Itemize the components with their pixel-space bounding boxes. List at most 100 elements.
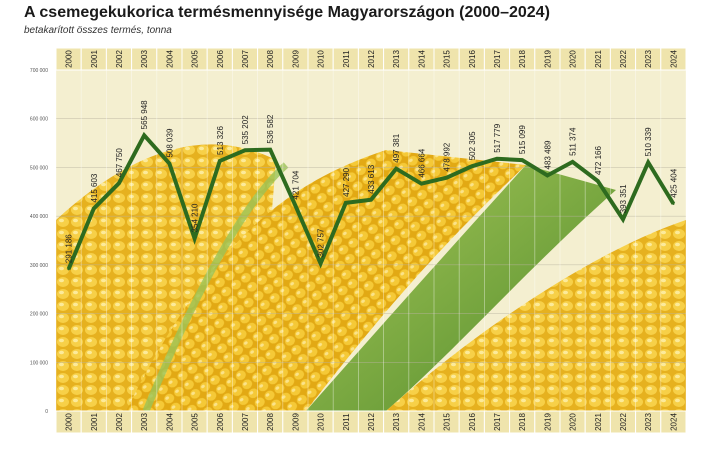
data-label: 536 582 bbox=[266, 114, 275, 143]
y-tick-label: 700 000 bbox=[30, 68, 48, 74]
year-cell-bottom bbox=[660, 410, 687, 434]
year-label-top: 2001 bbox=[90, 50, 99, 68]
year-label-bottom: 2013 bbox=[392, 413, 401, 431]
data-label: 497 381 bbox=[392, 133, 401, 162]
year-label-bottom: 2007 bbox=[241, 413, 250, 431]
data-label: 421 704 bbox=[291, 170, 300, 199]
year-label-top: 2013 bbox=[392, 50, 401, 68]
bottom-year-band: 2000 2001 2002 2003 2004 2005 2006 2007 2008 2009… bbox=[55, 410, 687, 434]
year-label-bottom: 2010 bbox=[317, 413, 326, 431]
year-label-top: 2006 bbox=[216, 50, 225, 68]
y-axis: 0 100 000 200 000 300 000 400 000 500 000 600 … bbox=[30, 68, 48, 415]
y-tick-label: 600 000 bbox=[30, 117, 48, 123]
year-label-bottom: 2016 bbox=[468, 413, 477, 431]
data-label: 467 750 bbox=[115, 148, 124, 177]
data-label: 291 186 bbox=[65, 234, 74, 263]
year-label-top: 2004 bbox=[165, 50, 174, 68]
year-label-top: 2015 bbox=[443, 50, 452, 68]
year-label-top: 2018 bbox=[518, 50, 527, 68]
year-label-top: 2021 bbox=[594, 50, 603, 68]
year-label-top: 2017 bbox=[493, 50, 502, 68]
top-year-band: 2000 2001 2002 2003 2004 2005 2006 2007 2008 2009… bbox=[55, 47, 687, 71]
data-point bbox=[445, 176, 448, 179]
year-label-top: 2007 bbox=[241, 50, 250, 68]
data-point bbox=[647, 161, 650, 164]
data-label: 425 404 bbox=[669, 168, 678, 197]
year-label-top: 2003 bbox=[140, 50, 149, 68]
y-tick-label: 400 000 bbox=[30, 214, 48, 220]
corn-leaf-edge bbox=[142, 162, 289, 411]
data-point bbox=[294, 204, 297, 207]
year-label-top: 2024 bbox=[669, 50, 678, 68]
year-label-bottom: 2008 bbox=[266, 413, 275, 431]
year-label-top: 2014 bbox=[417, 50, 426, 68]
data-label: 535 202 bbox=[241, 115, 250, 144]
data-point bbox=[420, 182, 423, 185]
y-tick-label: 500 000 bbox=[30, 165, 48, 171]
data-label: 478 992 bbox=[443, 142, 452, 171]
year-label-bottom: 2018 bbox=[518, 413, 527, 431]
year-label-bottom: 2009 bbox=[291, 413, 300, 431]
year-label-top: 2016 bbox=[468, 50, 477, 68]
year-label-bottom: 2000 bbox=[65, 413, 74, 431]
y-tick-label: 0 bbox=[45, 409, 48, 415]
y-tick-label: 200 000 bbox=[30, 312, 48, 318]
data-point bbox=[546, 174, 549, 177]
year-label-top: 2020 bbox=[569, 50, 578, 68]
data-point bbox=[193, 237, 196, 240]
data-point bbox=[143, 134, 146, 137]
data-point bbox=[672, 202, 675, 205]
year-label-bottom: 2022 bbox=[619, 413, 628, 431]
year-label-top: 2010 bbox=[317, 50, 326, 68]
corn-cob-right bbox=[386, 220, 686, 411]
year-label-top: 2005 bbox=[191, 50, 200, 68]
year-label-bottom: 2002 bbox=[115, 413, 124, 431]
data-label: 354 210 bbox=[191, 203, 200, 232]
data-label: 502 305 bbox=[468, 131, 477, 160]
year-label-top: 2023 bbox=[644, 50, 653, 68]
data-point bbox=[344, 201, 347, 205]
corn-husk bbox=[306, 165, 616, 411]
y-tick-label: 100 000 bbox=[30, 360, 48, 366]
year-label-top: 2000 bbox=[65, 50, 74, 68]
data-label: 415 603 bbox=[90, 173, 99, 202]
data-point bbox=[319, 262, 322, 265]
year-label-bottom: 2024 bbox=[669, 413, 678, 431]
year-label-bottom: 2015 bbox=[443, 413, 452, 431]
corn-cob-center bbox=[126, 150, 526, 411]
data-point bbox=[596, 179, 599, 183]
data-label: 472 166 bbox=[594, 146, 603, 175]
year-label-top: 2022 bbox=[619, 50, 628, 68]
data-point bbox=[571, 160, 574, 164]
data-label: 513 326 bbox=[216, 125, 225, 154]
y-tick-label: 300 000 bbox=[30, 263, 48, 269]
data-label: 393 351 bbox=[619, 184, 628, 213]
year-label-top: 2011 bbox=[342, 50, 351, 68]
year-label-top: 2019 bbox=[543, 50, 552, 68]
year-label-bottom: 2006 bbox=[216, 413, 225, 431]
data-label: 517 779 bbox=[493, 123, 502, 152]
year-label-bottom: 2003 bbox=[140, 413, 149, 431]
year-label-top: 2012 bbox=[367, 50, 376, 68]
data-label: 511 374 bbox=[569, 127, 578, 156]
data-point bbox=[269, 148, 272, 151]
chart-subtitle: betakarított összes termés, tonna bbox=[24, 25, 172, 36]
year-label-bottom: 2014 bbox=[417, 413, 426, 431]
data-point bbox=[218, 159, 221, 163]
data-point bbox=[470, 165, 473, 168]
year-label-bottom: 2005 bbox=[191, 413, 200, 431]
data-label: 565 948 bbox=[140, 100, 149, 129]
year-label-bottom: 2017 bbox=[493, 413, 502, 431]
data-point bbox=[168, 162, 171, 165]
data-point bbox=[369, 198, 373, 201]
year-label-top: 2009 bbox=[291, 50, 300, 68]
series-line bbox=[66, 131, 676, 271]
data-point bbox=[117, 181, 121, 185]
data-label: 510 339 bbox=[644, 127, 653, 156]
year-label-bottom: 2011 bbox=[342, 413, 351, 431]
data-label: 466 664 bbox=[417, 148, 426, 177]
data-point bbox=[243, 149, 247, 152]
data-point bbox=[621, 218, 625, 221]
data-label: 483 489 bbox=[543, 140, 552, 169]
